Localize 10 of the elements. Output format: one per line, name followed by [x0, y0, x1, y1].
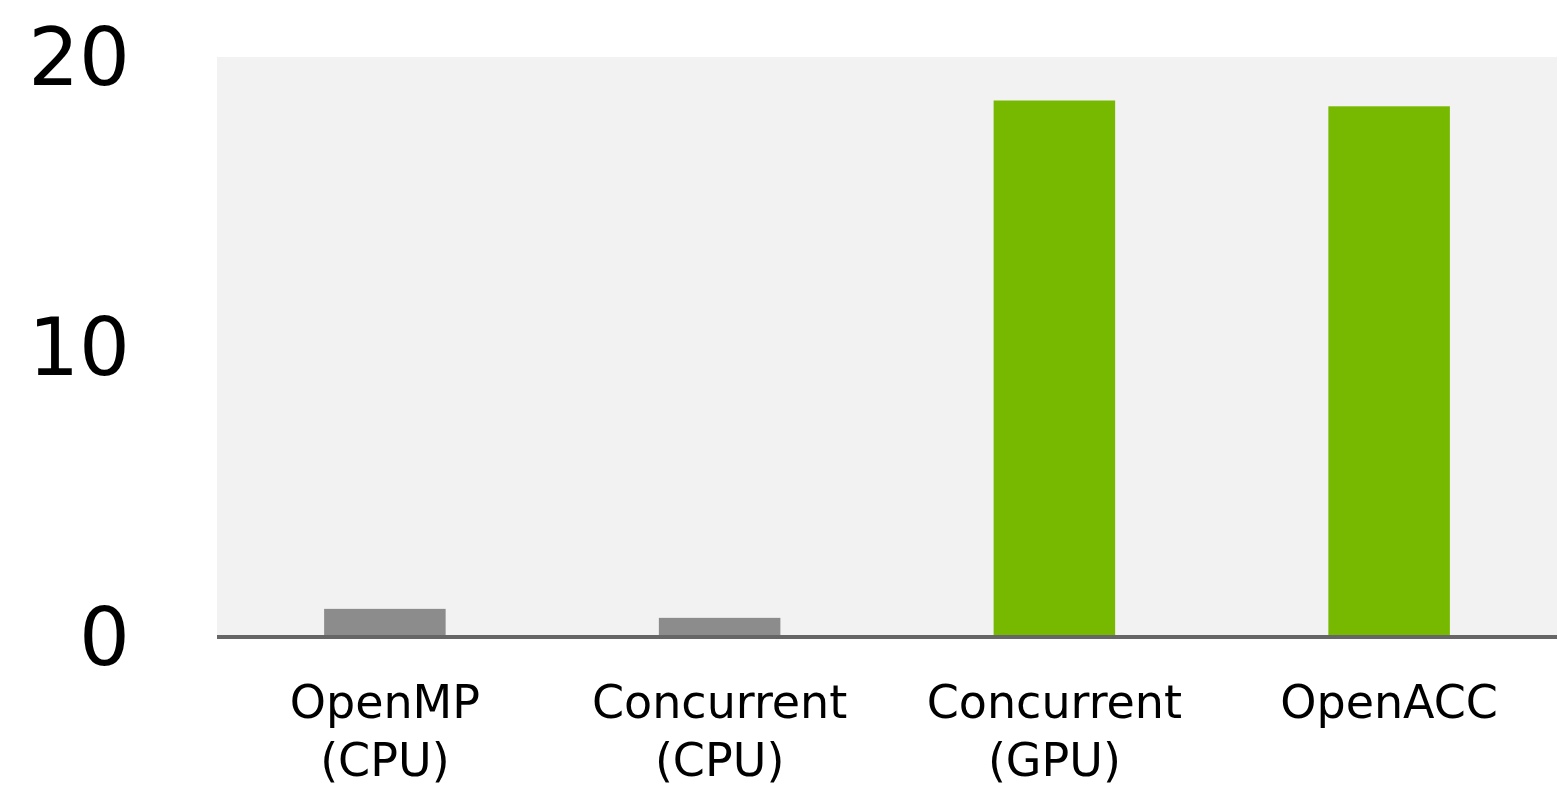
- x-tick-label: OpenMP (CPU): [289, 675, 481, 787]
- y-tick-label: 20: [28, 10, 130, 104]
- x-tick-label: OpenACC: [1280, 675, 1499, 729]
- bar: [324, 608, 446, 637]
- bar: [993, 100, 1116, 637]
- y-tick-label: 0: [79, 590, 130, 684]
- x-tick-label: Concurrent (CPU): [591, 675, 848, 787]
- bar: [1328, 106, 1450, 637]
- y-tick-label: 10: [28, 300, 130, 394]
- x-tick-label: Concurrent (GPU): [926, 675, 1183, 787]
